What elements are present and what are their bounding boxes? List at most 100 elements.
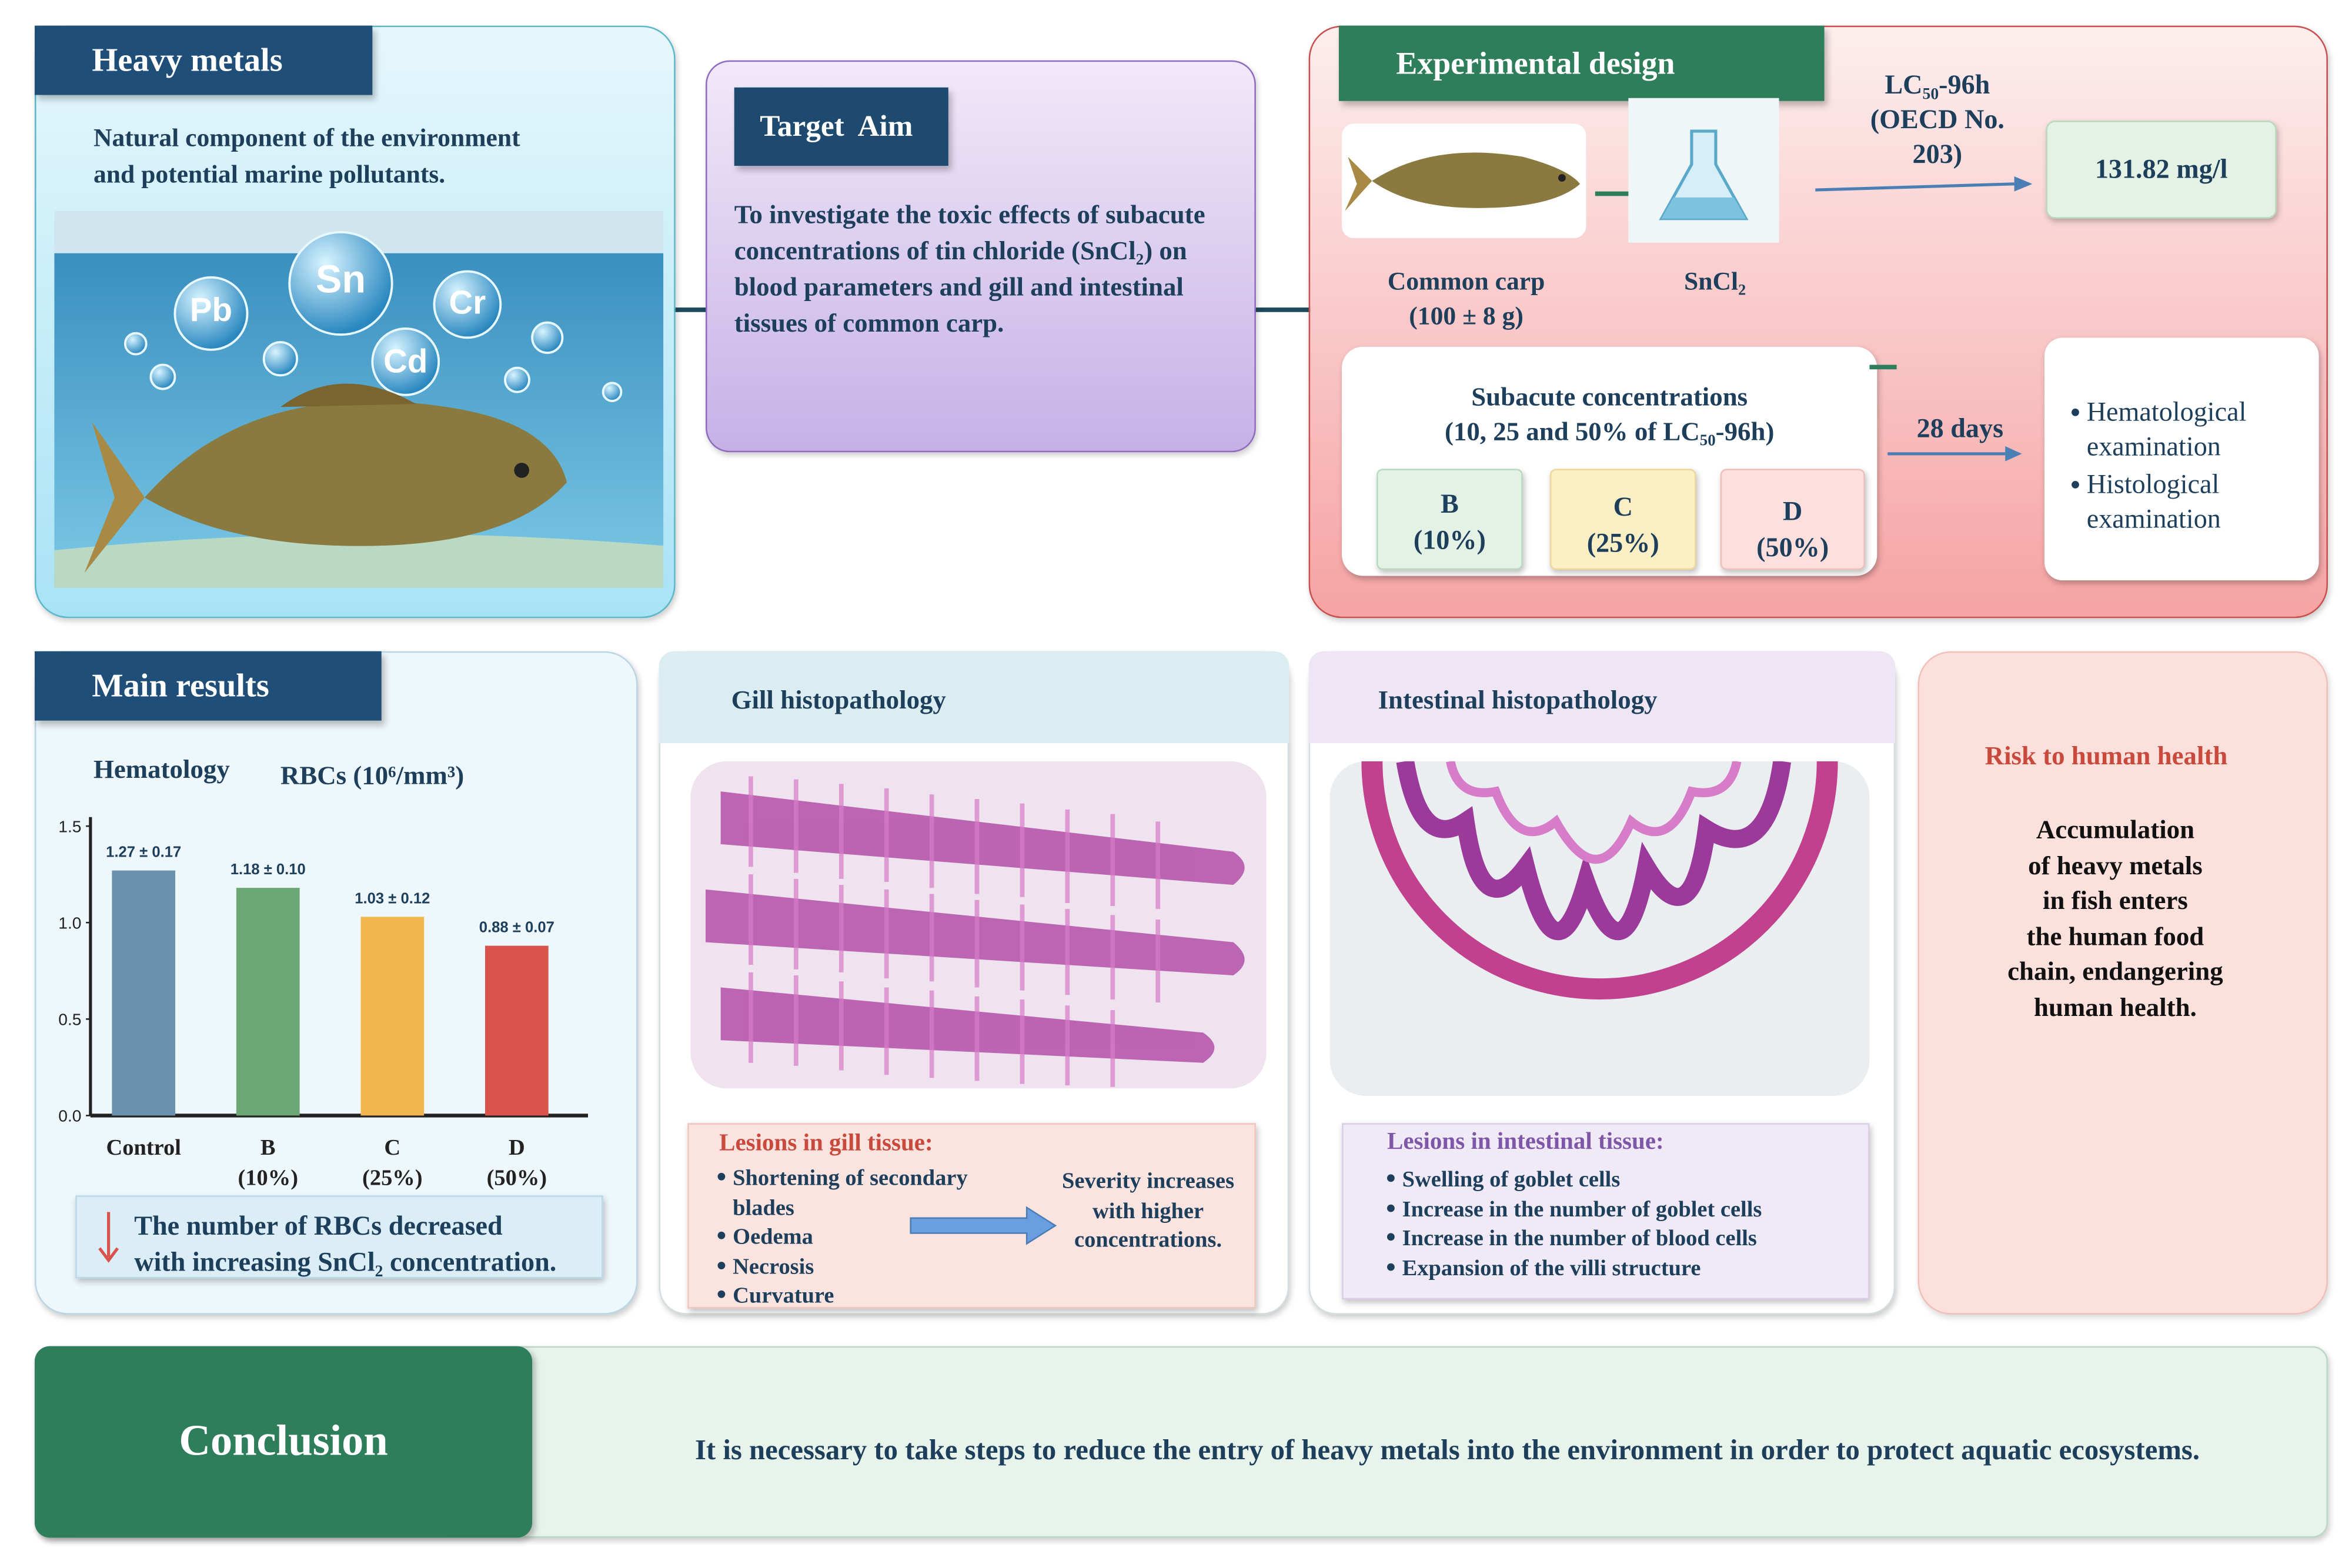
x-tick-label: B (10%) xyxy=(238,1136,299,1191)
lesions-box xyxy=(1342,1123,1870,1300)
group-box: D (50%) xyxy=(1720,469,1865,570)
bullet xyxy=(717,1231,726,1239)
panel-title: Target Aim xyxy=(734,87,948,166)
lesions-list: Swelling of goblet cells Increase in the… xyxy=(1387,1167,1870,1285)
lesion: Increase in the number of blood cells xyxy=(1402,1227,1757,1252)
examination: Histological examination xyxy=(2086,469,2221,534)
severity-note: Severity increases with higher concentra… xyxy=(1062,1169,1235,1253)
element-label: Cr xyxy=(449,283,486,322)
value-label: 1.18 ± 0.10 xyxy=(230,861,306,878)
bar xyxy=(360,917,425,1116)
lesions-list: Shortening of secondary blades Oedema Ne… xyxy=(717,1165,1020,1312)
connector xyxy=(1254,307,1312,312)
lesion: Curvature xyxy=(733,1284,834,1309)
list-item: Histological examination xyxy=(2072,467,2319,537)
risk-panel xyxy=(1917,651,2328,1315)
panel-header: Intestinal histopathology xyxy=(1308,651,1896,744)
section-label: Hematology xyxy=(93,754,230,784)
panel-header: Gill histopathology xyxy=(659,651,1289,744)
lesion: Shortening of secondary blades xyxy=(733,1166,968,1221)
bullet xyxy=(2072,480,2079,489)
list-item: Curvature xyxy=(717,1283,1020,1312)
lesion: Increase in the number of goblet cells xyxy=(1402,1198,1762,1222)
arrow xyxy=(1595,191,1632,196)
list-item: Increase in the number of blood cells xyxy=(1387,1226,1870,1255)
bullet xyxy=(717,1261,726,1269)
panel-title: Heavy metals xyxy=(34,25,373,95)
list-item: Oedema xyxy=(717,1224,1020,1253)
chart-title: RBCs (10⁶/mm³) xyxy=(280,760,465,790)
y-tick-label: 1.0 xyxy=(58,913,81,932)
bullet xyxy=(1387,1262,1395,1271)
lesion: Swelling of goblet cells xyxy=(1402,1168,1621,1193)
bar xyxy=(112,870,176,1116)
y-tick-label: 0.0 xyxy=(58,1106,81,1125)
bullet xyxy=(717,1172,726,1181)
y-tick-label: 1.5 xyxy=(58,817,81,835)
x-tick-label: C (25%) xyxy=(362,1136,423,1191)
list-item: Hematological examination xyxy=(2072,395,2319,464)
x-tick-label: D (50%) xyxy=(486,1136,547,1191)
bar xyxy=(485,945,549,1116)
duration-label: 28 days xyxy=(1916,413,2004,443)
intestine-image xyxy=(1329,761,1870,1096)
heavy-metals-image xyxy=(54,210,664,588)
conclusion-text: It is necessary to take steps to reduce … xyxy=(694,1435,2200,1467)
element-label: Pb xyxy=(189,290,233,329)
bullet xyxy=(1387,1233,1395,1241)
lesions-box xyxy=(687,1123,1256,1309)
list-item: Swelling of goblet cells xyxy=(1387,1167,1870,1196)
conclusion-title: Conclusion xyxy=(34,1346,533,1538)
value-label: 0.88 ± 0.07 xyxy=(479,920,554,936)
lesion: Oedema xyxy=(733,1225,813,1250)
examinations-box: Hematological examination Histological e… xyxy=(2044,337,2319,581)
down-arrow xyxy=(98,1212,119,1263)
risk-text: Accumulation of heavy metals in fish ent… xyxy=(2007,814,2223,1022)
x-tick-label: Control xyxy=(106,1136,181,1161)
gill-image xyxy=(690,761,1267,1089)
lesion: Necrosis xyxy=(733,1255,814,1279)
arrow xyxy=(1887,446,2022,462)
panel-title: Experimental design xyxy=(1338,25,1825,101)
bullet xyxy=(1387,1203,1395,1212)
value-label: 1.03 ± 0.12 xyxy=(355,890,430,907)
panel-text: Natural component of the environment and… xyxy=(93,123,520,189)
lc50-label: LC₅₀-96h (OECD No. 203) xyxy=(1870,69,2004,169)
fish-image xyxy=(1342,123,1586,239)
connector xyxy=(1869,365,1897,370)
flask-image xyxy=(1628,98,1779,243)
bullet xyxy=(1387,1174,1395,1182)
examination: Hematological examination xyxy=(2086,396,2247,462)
lc50-value-box: 131.82 mg/l xyxy=(2046,121,2277,219)
bullet xyxy=(2072,408,2079,416)
sand xyxy=(54,534,664,588)
bullet xyxy=(717,1290,726,1298)
group-box: C (25%) xyxy=(1549,469,1696,570)
list-item: Expansion of the villi structure xyxy=(1387,1255,1870,1285)
list-item: Increase in the number of goblet cells xyxy=(1387,1196,1870,1226)
connector xyxy=(672,307,709,312)
lesion: Expansion of the villi structure xyxy=(1402,1256,1701,1281)
fish-label: Common carp (100 ± 8 g) xyxy=(1387,266,1545,330)
panel-text: To investigate the toxic effects of suba… xyxy=(734,199,1205,338)
arrow xyxy=(1815,176,2033,192)
value-label: 1.27 ± 0.17 xyxy=(106,844,181,861)
bubbles xyxy=(123,230,623,402)
lesions-title: Lesions in intestinal tissue: xyxy=(1387,1129,1664,1155)
list-item: Shortening of secondary blades xyxy=(717,1165,1020,1224)
subacute-label: Subacute concentrations (10, 25 and 50% … xyxy=(1444,381,1775,446)
lesions-title: Lesions in gill tissue: xyxy=(719,1131,933,1156)
list-item: Necrosis xyxy=(717,1253,1020,1283)
panel-title: Main results xyxy=(34,651,382,721)
arrow xyxy=(910,1206,1057,1245)
chemical-label: SnCl₂ xyxy=(1684,266,1746,296)
y-tick-label: 0.5 xyxy=(58,1010,81,1029)
bar xyxy=(236,888,300,1116)
note-box xyxy=(75,1195,603,1279)
element-label: Cd xyxy=(383,342,428,380)
group-box: B (10%) xyxy=(1377,469,1523,570)
element-label: Sn xyxy=(315,256,366,302)
